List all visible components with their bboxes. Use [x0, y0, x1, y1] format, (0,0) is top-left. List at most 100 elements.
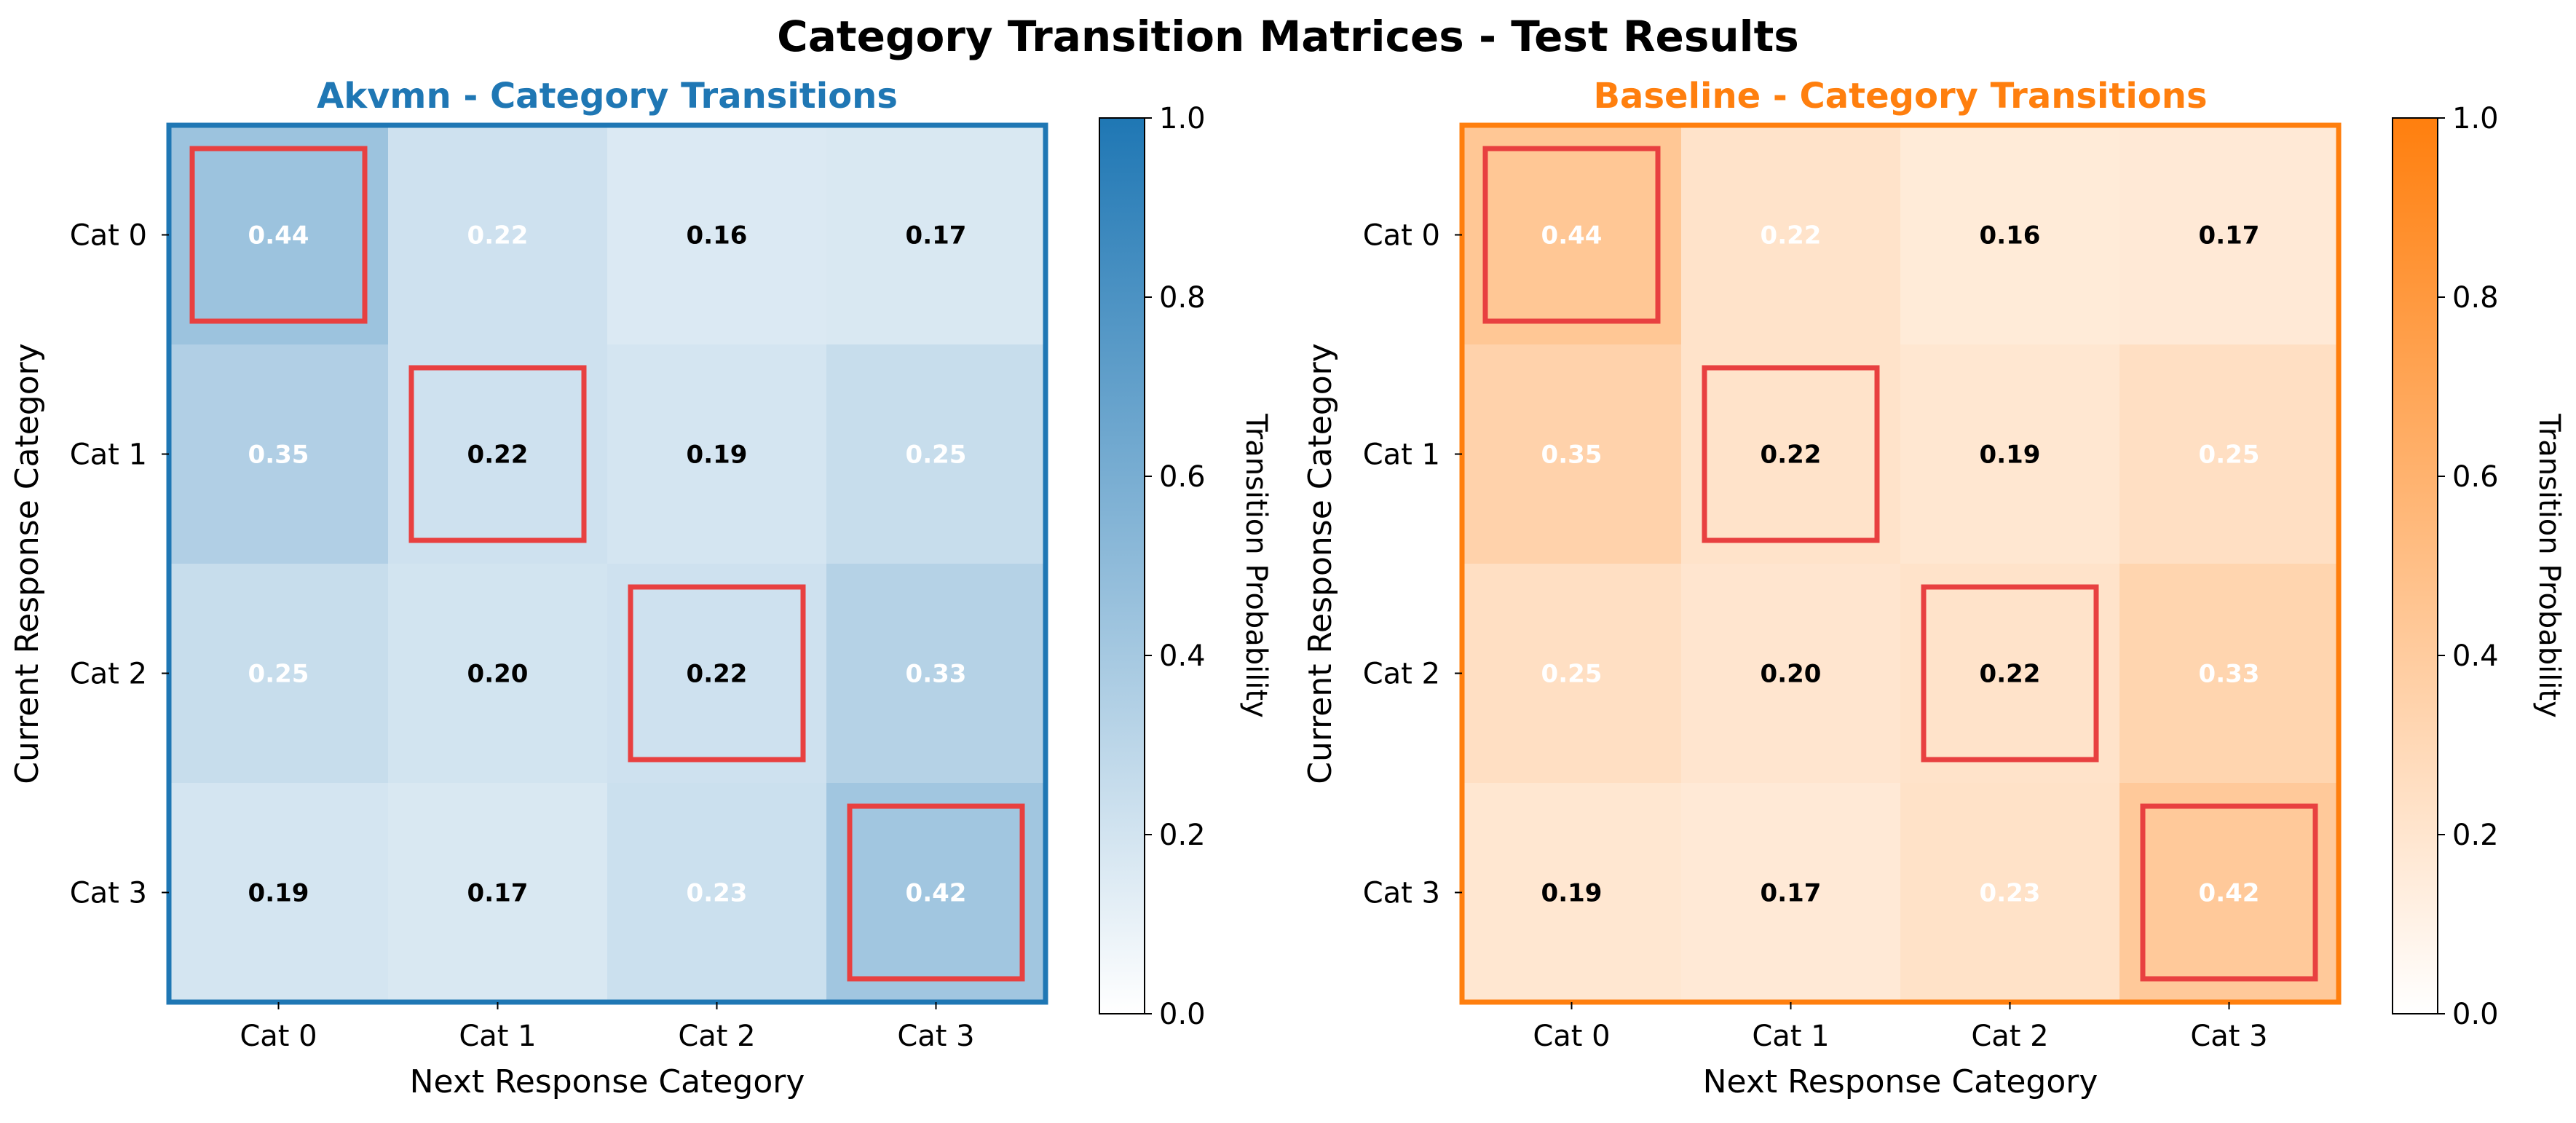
colorbar-tick-label: 0.2 — [2452, 819, 2499, 852]
cell-value-label-r3-c3: 0.42 — [906, 879, 967, 908]
diagonal-highlight-2 — [1921, 584, 2099, 763]
cell-value-label-r3-c3: 0.42 — [2199, 879, 2260, 908]
heatmap-frame — [166, 122, 1048, 1005]
y-tick-label: Cat 0 — [70, 219, 147, 253]
x-tick-label: Cat 2 — [1971, 1020, 2048, 1053]
heatmap-cell-r3-c1 — [388, 783, 607, 1002]
heatmap-cell-r3-c3 — [2119, 783, 2339, 1002]
subplot-title: Baseline - Category Transitions — [1593, 76, 2207, 117]
diagonal-highlight-1 — [408, 365, 587, 543]
cell-value-label-r2-c0: 0.25 — [248, 660, 309, 689]
cell-value-label-r2-c2: 0.22 — [687, 660, 748, 689]
heatmap-cell-r0-c3 — [2119, 125, 2339, 344]
cell-value-label-r1-c0: 0.35 — [248, 441, 309, 470]
heatmap-cell-r2-c2 — [607, 564, 826, 783]
cell-value-label-r1-c2: 0.19 — [687, 441, 748, 470]
heatmap-cell-r3-c2 — [1900, 783, 2119, 1002]
cell-value-label-r0-c2: 0.16 — [687, 221, 748, 251]
colorbar-tick-label: 0.6 — [2452, 460, 2499, 494]
heatmap-cell-r0-c0 — [1462, 125, 1681, 344]
cell-value-label-r3-c0: 0.19 — [1541, 879, 1603, 908]
heatmap-cell-r1-c2 — [1900, 344, 2119, 564]
heatmap-cell-r3-c2 — [607, 783, 826, 1002]
heatmap-cell-r3-c0 — [169, 783, 388, 1002]
colorbar-tick-label: 0.0 — [1159, 998, 1206, 1031]
heatmap-cell-r0-c0 — [169, 125, 388, 344]
heatmap-cell-r1-c2 — [607, 344, 826, 564]
heatmap-cell-r1-c1 — [1681, 344, 1900, 564]
y-tick-label: Cat 1 — [70, 438, 147, 472]
panels: Akvmn - Category Transitions 0.44 0.22 0.16… — [9, 76, 2566, 1100]
colorbar-tick-label: 0.0 — [2452, 998, 2499, 1031]
y-tick-label: Cat 2 — [70, 658, 147, 691]
subplot-title: Akvmn - Category Transitions — [317, 76, 898, 117]
cell-value-label-r1-c0: 0.35 — [1541, 441, 1603, 470]
heatmap-cell-r1-c0 — [169, 344, 388, 564]
cell-value-label-r0-c0: 0.44 — [248, 221, 309, 251]
cell-value-label-r1-c2: 0.19 — [1980, 441, 2041, 470]
cell-value-label-r3-c2: 0.23 — [687, 879, 748, 908]
cell-value-label-r0-c3: 0.17 — [2199, 221, 2260, 251]
colorbar-tick-label: 1.0 — [1159, 102, 1206, 135]
heatmap-cell-r2-c0 — [169, 564, 388, 783]
colorbar — [2392, 117, 2438, 1014]
cell-value-label-r2-c1: 0.20 — [467, 660, 529, 689]
x-tick-label: Cat 1 — [1752, 1020, 1829, 1053]
colorbar — [1099, 117, 1145, 1014]
colorbar-label: Transition Probability — [2532, 413, 2566, 718]
y-tick-label: Cat 0 — [1363, 219, 1440, 253]
heatmap-cell-r3-c1 — [1681, 783, 1900, 1002]
x-tick-label: Cat 0 — [240, 1020, 317, 1053]
cell-value-label-r0-c1: 0.22 — [467, 221, 529, 251]
heatmap-cell-r1-c3 — [826, 344, 1046, 564]
heatmap-cell-r0-c2 — [1900, 125, 2119, 344]
colorbar-tick-label: 0.2 — [1159, 819, 1206, 852]
y-axis-label: Current Response Category — [9, 343, 46, 784]
cell-value-label-r2-c0: 0.25 — [1541, 660, 1603, 689]
cell-value-label-r3-c1: 0.17 — [1761, 879, 1822, 908]
heatmap-panel-1: Baseline - Category Transitions 0.44 0.22 0… — [1302, 76, 2566, 1100]
heatmap-cell-r3-c0 — [1462, 783, 1681, 1002]
figure-title: Category Transition Matrices - Test Resu… — [777, 12, 1799, 61]
diagonal-highlight-1 — [1702, 365, 1880, 543]
diagonal-highlight-2 — [628, 584, 806, 763]
heatmap-cell-r2-c1 — [388, 564, 607, 783]
heatmap-cell-r2-c3 — [2119, 564, 2339, 783]
heatmap-panel-0: Akvmn - Category Transitions 0.44 0.22 0.16… — [9, 76, 1273, 1100]
heatmap-cell-r1-c1 — [388, 344, 607, 564]
heatmap-cell-r0-c3 — [826, 125, 1046, 344]
diagonal-highlight-0 — [189, 146, 368, 324]
heatmap-cell-r2-c1 — [1681, 564, 1900, 783]
heatmap-cell-r1-c3 — [2119, 344, 2339, 564]
cell-value-label-r0-c1: 0.22 — [1761, 221, 1822, 251]
cell-value-label-r0-c0: 0.44 — [1541, 221, 1603, 251]
heatmap-cell-r2-c2 — [1900, 564, 2119, 783]
heatmap-frame — [1459, 122, 2342, 1005]
x-axis-label: Next Response Category — [410, 1063, 805, 1100]
x-tick-label: Cat 0 — [1533, 1020, 1610, 1053]
cell-value-label-r2-c3: 0.33 — [906, 660, 967, 689]
cell-value-label-r2-c3: 0.33 — [2199, 660, 2260, 689]
diagonal-highlight-3 — [2140, 803, 2318, 982]
x-tick-label: Cat 1 — [459, 1020, 536, 1053]
cell-value-label-r2-c1: 0.20 — [1761, 660, 1822, 689]
colorbar-tick-label: 0.8 — [2452, 281, 2499, 315]
heatmap-cell-r0-c1 — [388, 125, 607, 344]
cell-value-label-r3-c0: 0.19 — [248, 879, 309, 908]
heatmap-cell-r1-c0 — [1462, 344, 1681, 564]
cell-value-label-r2-c2: 0.22 — [1980, 660, 2041, 689]
cell-value-label-r1-c3: 0.25 — [906, 441, 967, 470]
heatmap-cell-r0-c2 — [607, 125, 826, 344]
heatmap-cell-r2-c0 — [1462, 564, 1681, 783]
x-tick-label: Cat 3 — [897, 1020, 974, 1053]
cell-value-label-r0-c2: 0.16 — [1980, 221, 2041, 251]
y-tick-label: Cat 2 — [1363, 658, 1440, 691]
colorbar-tick-label: 0.6 — [1159, 460, 1206, 494]
colorbar-tick-label: 1.0 — [2452, 102, 2499, 135]
x-tick-label: Cat 2 — [678, 1020, 755, 1053]
heatmap-cell-r2-c3 — [826, 564, 1046, 783]
colorbar-label: Transition Probability — [1239, 413, 1273, 718]
cell-value-label-r1-c1: 0.22 — [467, 441, 529, 470]
x-axis-label: Next Response Category — [1703, 1063, 2098, 1100]
